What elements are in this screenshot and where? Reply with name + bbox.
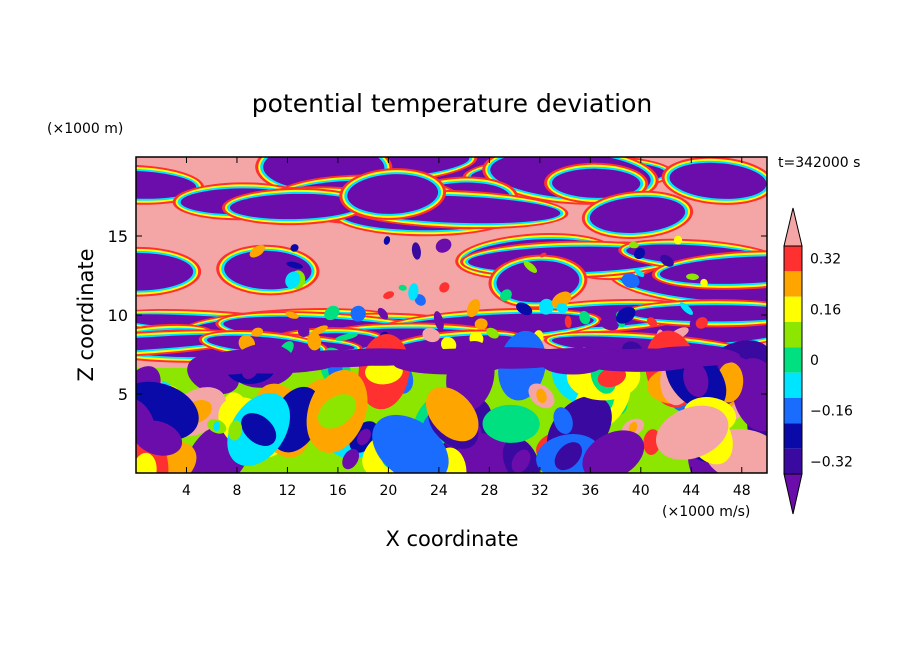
y-tick-label: 5 xyxy=(118,385,128,404)
colorbar-segment xyxy=(784,271,802,297)
y-tick-label: 10 xyxy=(108,306,128,325)
colorbar-segment xyxy=(784,398,802,424)
colorbar-segment xyxy=(784,347,802,373)
contour-field xyxy=(136,157,767,473)
x-tick-label: 20 xyxy=(379,483,397,499)
colorbar-segment xyxy=(784,246,802,272)
x-tick-label: 12 xyxy=(279,483,297,499)
x-tick-label: 8 xyxy=(232,483,241,499)
x-tick-label: 36 xyxy=(581,483,599,499)
y-tick-label: 15 xyxy=(108,227,128,246)
y-unit-label: (×1000 m) xyxy=(47,121,123,137)
colorbar-segment xyxy=(784,423,802,449)
chart-title: potential temperature deviation xyxy=(252,89,652,118)
x-tick-label: 16 xyxy=(329,483,347,499)
x-tick-label: 48 xyxy=(733,483,751,499)
colorbar-segment xyxy=(784,322,802,348)
colorbar: 0.32 0.16 0 −0.16 −0.32 xyxy=(783,207,853,515)
x-tick-label: 4 xyxy=(182,483,191,499)
y-axis-label: Z coordinate xyxy=(74,248,98,381)
x-tick-label: 44 xyxy=(682,483,700,499)
x-axis-label: X coordinate xyxy=(385,527,518,551)
colorbar-label: −0.32 xyxy=(810,454,853,470)
colorbar-extend-max xyxy=(783,207,803,247)
colorbar-label: 0 xyxy=(810,353,819,369)
colorbar-segment xyxy=(784,296,802,322)
colorbar-frame xyxy=(783,245,803,475)
x-tick-label: 24 xyxy=(430,483,448,499)
colorbar-label: 0.16 xyxy=(810,302,841,318)
colorbar-label: 0.32 xyxy=(810,252,841,268)
x-tick-label: 32 xyxy=(531,483,549,499)
colorbar-segment xyxy=(784,372,802,398)
x-unit-label: (×1000 m/s) xyxy=(662,504,750,520)
colorbar-extend-min xyxy=(783,473,803,515)
colorbar-segment xyxy=(784,448,802,474)
colorbar-label: −0.16 xyxy=(810,404,853,420)
x-tick-label: 28 xyxy=(480,483,498,499)
x-axis: 4 8 12 16 20 24 28 32 36 40 44 48 xyxy=(182,157,751,499)
time-label: t=342000 s xyxy=(778,155,860,171)
x-tick-label: 40 xyxy=(632,483,650,499)
y-axis: 5 10 15 xyxy=(108,227,767,404)
